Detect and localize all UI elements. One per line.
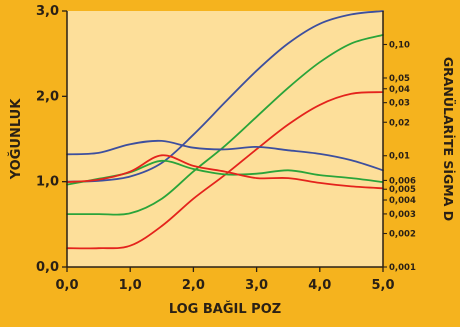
y2-tick-label: 0,005 [389, 185, 416, 195]
y2-tick-label: 0,03 [389, 99, 410, 109]
y-axis-title: YOĞUNLUK [8, 98, 24, 180]
x-tick-label: 5,0 [371, 278, 394, 293]
granularity-line-red [66, 154, 384, 190]
x-tick-label: 2,0 [182, 278, 205, 293]
y-tick-label: 1,0 [36, 175, 59, 190]
plot-area [67, 11, 383, 267]
y2-tick-label: 0,006 [389, 176, 416, 186]
x-tick-label: 0,0 [55, 278, 78, 293]
axes-layer [66, 11, 384, 268]
density-line-blue [66, 10, 384, 183]
x-tick-label: 4,0 [308, 278, 331, 293]
y-tick-label: 2,0 [36, 89, 59, 104]
y2-tick-label: 0,003 [389, 210, 416, 220]
y2-axis-title: GRANÜLARİTE SİGMA D [441, 57, 456, 221]
granularity-line-blue [66, 139, 384, 172]
y-tick-label: 0,0 [36, 260, 59, 275]
y2-tick-label: 0,002 [389, 230, 416, 240]
x-tick-label: 3,0 [245, 278, 268, 293]
y2-tick-label: 0,05 [389, 74, 410, 84]
y2-tick-label: 0,001 [389, 263, 416, 273]
x-axis-title: LOG BAĞIL POZ [169, 301, 281, 317]
y2-tick-label: 0,10 [389, 40, 410, 50]
density-line-green [66, 34, 384, 216]
series-layer [66, 10, 384, 250]
x-tick-label: 1,0 [119, 278, 142, 293]
y2-tick-label: 0,04 [389, 85, 410, 95]
y2-tick-label: 0,01 [389, 152, 410, 162]
ticks-layer: 0,0 1,0 2,0 3,0 4,0 5,00,01,02,03,00,100,050,… [36, 4, 416, 293]
y2-tick-label: 0,004 [389, 196, 416, 206]
y2-tick-label: 0,02 [389, 118, 410, 128]
y-tick-label: 3,0 [36, 4, 59, 19]
